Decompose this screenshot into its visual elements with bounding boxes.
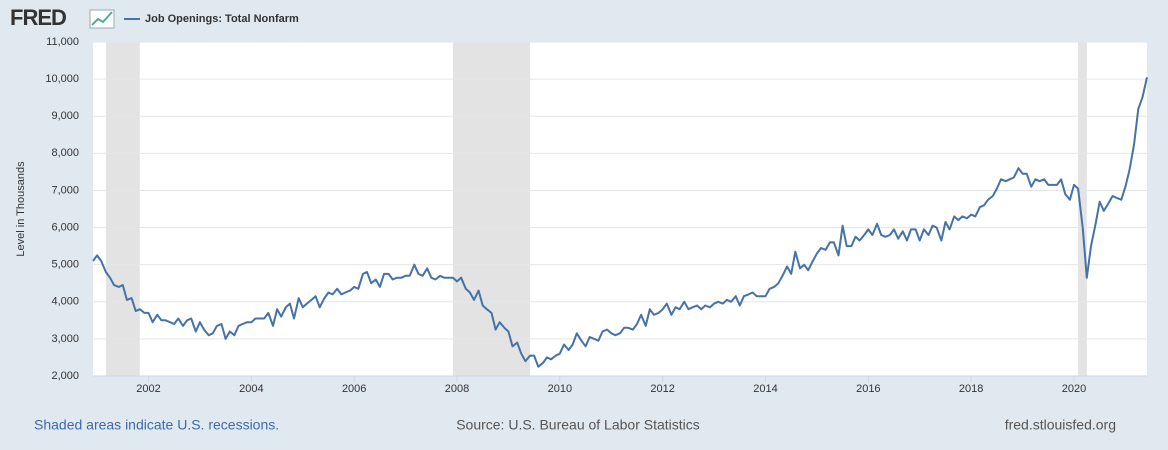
y-tick-label: 11,000 (46, 36, 79, 48)
logo: FRED (10, 5, 66, 30)
x-tick-label: 2014 (753, 383, 777, 395)
x-tick-label: 2004 (239, 383, 263, 395)
x-tick-label: 2006 (342, 383, 366, 395)
y-tick-label: 5,000 (51, 259, 79, 271)
x-tick-label: 2012 (650, 383, 674, 395)
x-tick-label: 2002 (136, 383, 160, 395)
logo-icon (89, 9, 115, 29)
plot-area (93, 42, 1147, 376)
x-tick-label: 2010 (548, 383, 572, 395)
x-tick-label: 2020 (1062, 383, 1086, 395)
y-tick-label: 9,000 (51, 110, 79, 122)
y-tick-label: 2,000 (51, 370, 79, 382)
x-tick-label: 2008 (445, 383, 469, 395)
y-tick-label: 6,000 (51, 221, 79, 233)
recession-band (105, 42, 140, 376)
site-link[interactable]: fred.stlouisfed.org (1005, 417, 1116, 433)
data-line (92, 77, 1148, 368)
legend-label: Job Openings: Total Nonfarm (145, 13, 299, 25)
x-tick-label: 2016 (856, 383, 880, 395)
recession-note: Shaded areas indicate U.S. recessions. (34, 417, 279, 433)
recession-band (1078, 42, 1087, 376)
y-tick-label: 8,000 (51, 147, 79, 159)
y-axis-label: Level in Thousands (15, 161, 27, 257)
y-tick-label: 4,000 (51, 296, 79, 308)
y-tick-label: 10,000 (45, 73, 79, 85)
y-tick-label: 7,000 (51, 184, 79, 196)
x-tick-label: 2018 (959, 383, 983, 395)
source: Source: U.S. Bureau of Labor Statistics (456, 417, 700, 433)
recession-band (452, 42, 531, 376)
y-tick-label: 3,000 (51, 333, 79, 345)
